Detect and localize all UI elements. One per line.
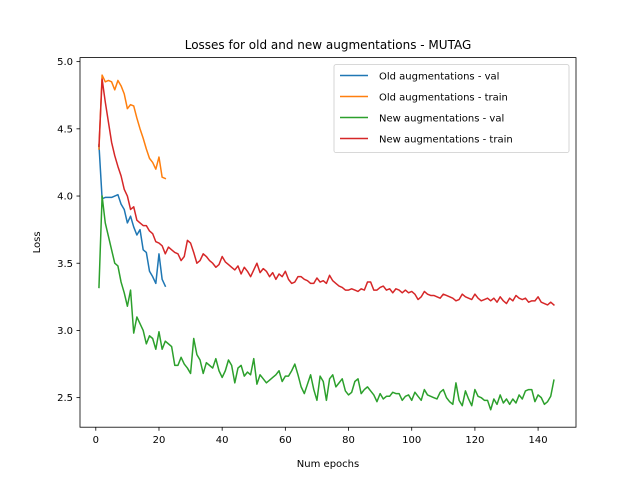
plot-area	[79, 57, 577, 428]
series-line-1	[98, 144, 167, 288]
x-tick-label: 60	[279, 435, 292, 446]
y-axis-label: Loss	[32, 231, 43, 253]
y-tick-label: 5.0	[57, 57, 73, 68]
series-line-4	[98, 78, 555, 306]
legend: Old augmentations - val Old augmentations…	[333, 64, 570, 153]
x-tick-label: 80	[342, 435, 355, 446]
x-tick-label: 40	[216, 435, 229, 446]
x-tick-label: 120	[465, 435, 484, 446]
x-axis: 0 20 40 60 80 100 120 140	[93, 427, 548, 446]
chart-title: Losses for old and new augmentations - M…	[185, 38, 472, 52]
plot-frame	[79, 57, 577, 428]
legend-label-3: New augmentations - val	[379, 114, 504, 125]
y-tick-label: 3.5	[57, 259, 73, 270]
series-line-3	[98, 195, 555, 411]
x-axis-label: Num epochs	[297, 459, 359, 470]
legend-label-2: Old augmentations - train	[379, 93, 508, 104]
legend-label-4: New augmentations - train	[379, 135, 513, 146]
x-tick-label: 140	[529, 435, 548, 446]
y-tick-label: 3.0	[57, 326, 73, 337]
y-tick-label: 4.5	[57, 124, 73, 135]
series-line-2	[98, 74, 167, 180]
x-tick-label: 0	[93, 435, 99, 446]
y-tick-label: 4.0	[57, 192, 73, 203]
y-tick-label: 2.5	[57, 393, 73, 404]
series-layer	[98, 74, 555, 411]
x-tick-label: 100	[402, 435, 421, 446]
legend-frame	[333, 64, 570, 153]
y-axis: 2.5 3.0 3.5 4.0 4.5 5.0	[57, 57, 80, 404]
legend-label-1: Old augmentations - val	[379, 72, 499, 83]
x-tick-label: 20	[153, 435, 166, 446]
